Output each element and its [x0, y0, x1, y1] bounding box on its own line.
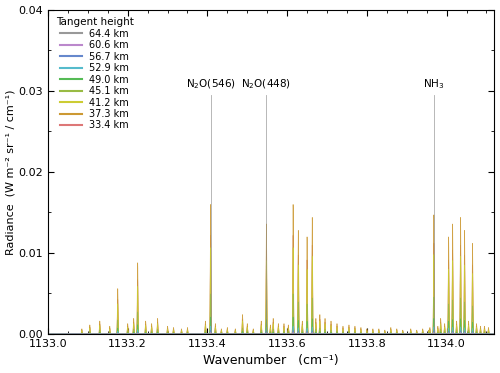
Text: NH$_3$: NH$_3$: [423, 77, 444, 91]
Text: N$_2$O(448): N$_2$O(448): [242, 77, 292, 91]
X-axis label: Wavenumber   (cm⁻¹): Wavenumber (cm⁻¹): [204, 354, 339, 367]
Legend: 64.4 km, 60.6 km, 56.7 km, 52.9 km, 49.0 km, 45.1 km, 41.2 km, 37.3 km, 33.4 km: 64.4 km, 60.6 km, 56.7 km, 52.9 km, 49.0…: [53, 15, 136, 134]
Text: N$_2$O(546): N$_2$O(546): [186, 77, 236, 91]
Y-axis label: Radiance  (W m⁻² sr⁻¹ / cm⁻¹): Radiance (W m⁻² sr⁻¹ / cm⁻¹): [6, 89, 16, 254]
